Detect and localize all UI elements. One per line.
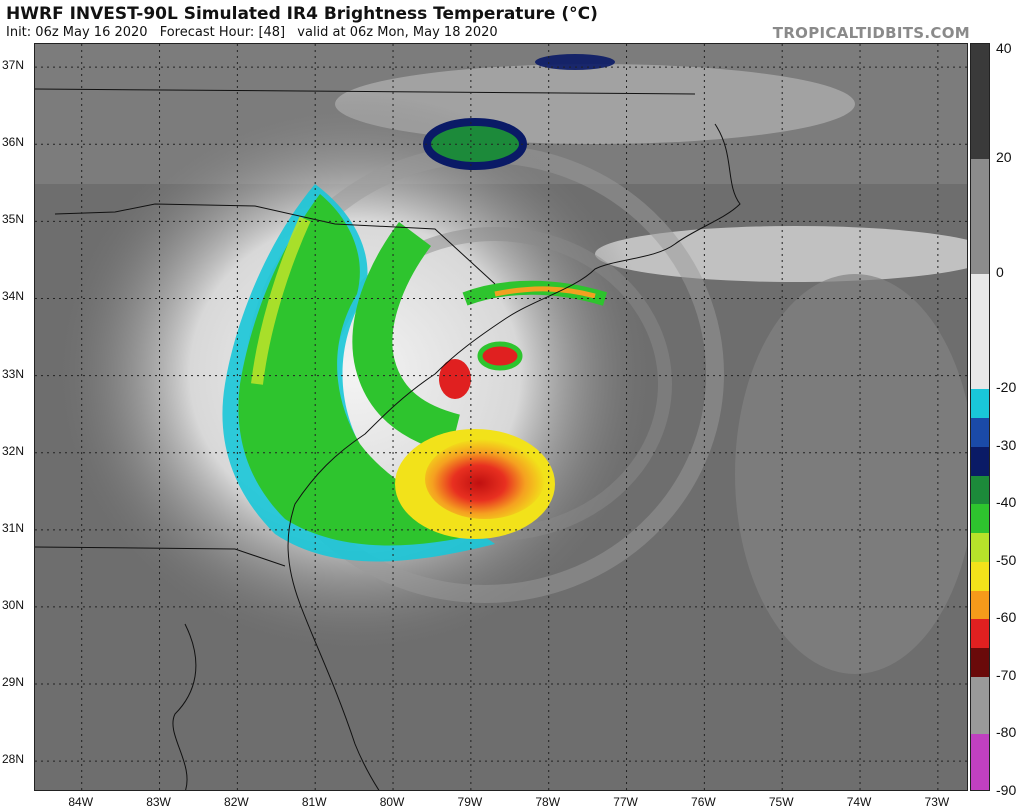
colorbar-segment xyxy=(971,561,989,591)
forecast-hour: Forecast Hour: [48] xyxy=(159,25,286,40)
colorbar-segment xyxy=(971,676,989,735)
inner-rain-band xyxy=(352,222,461,454)
core-cell-north xyxy=(439,359,471,399)
latitude-label: 34N xyxy=(2,289,25,304)
satellite-map xyxy=(34,43,968,791)
colorbar-label: -70 xyxy=(996,666,1017,683)
colorbar-segment xyxy=(971,734,989,790)
longitude-label: 80W xyxy=(379,795,405,809)
latitude-label: 29N xyxy=(2,675,25,690)
chart-title: HWRF INVEST-90L Simulated IR4 Brightness… xyxy=(6,4,598,24)
colorbar-label: -80 xyxy=(996,724,1017,741)
borders xyxy=(35,88,741,790)
longitude-label: 77W xyxy=(613,795,638,809)
colorbar-label: -50 xyxy=(996,551,1017,568)
colorbar-segment xyxy=(971,504,989,534)
colorbar xyxy=(970,43,990,791)
longitude-label: 76W xyxy=(691,795,716,809)
latitude-label: 31N xyxy=(2,520,25,535)
colorbar-label: -60 xyxy=(996,609,1017,626)
cloud-shield xyxy=(55,94,655,654)
site-brand: TROPICALTIDBITS.COM xyxy=(772,24,970,42)
latitude-label: 28N xyxy=(2,752,25,767)
colorbar-label: -20 xyxy=(996,379,1017,396)
colorbar-segment xyxy=(971,590,989,620)
longitude-label: 75W xyxy=(768,795,794,809)
colorbar-segment xyxy=(971,648,989,677)
map-graphic xyxy=(35,44,967,790)
colorbar-segment xyxy=(971,389,989,418)
colorbar-segment xyxy=(971,44,989,160)
core-cell-northeast xyxy=(477,341,523,371)
longitude-label: 79W xyxy=(457,795,483,809)
convective-core xyxy=(425,439,545,519)
run-info: Init: 06z May 16 2020 Forecast Hour: [48… xyxy=(6,25,506,40)
longitude-label: 82W xyxy=(224,795,249,809)
longitude-label: 81W xyxy=(301,795,327,809)
colorbar-label: 40 xyxy=(996,40,1012,56)
colorbar-label: -40 xyxy=(996,494,1017,511)
colorbar-label: 20 xyxy=(996,149,1012,166)
colorbar-segment xyxy=(971,475,989,505)
longitude-label: 84W xyxy=(68,795,94,809)
latitude-label: 30N xyxy=(2,597,25,612)
init-time: Init: 06z May 16 2020 xyxy=(6,25,148,40)
colorbar-segment xyxy=(971,619,989,649)
colorbar-label: -90 xyxy=(996,782,1017,798)
latitude-label: 37N xyxy=(2,58,25,73)
longitude-label: 74W xyxy=(846,795,872,809)
colorbar-segment xyxy=(971,159,989,275)
latitude-label: 36N xyxy=(2,135,25,150)
longitude-label: 83W xyxy=(146,795,171,809)
colorbar-segment xyxy=(971,274,989,390)
lat-lon-grid xyxy=(35,44,967,790)
latitude-label: 32N xyxy=(2,443,25,458)
valid-time: valid at 06z Mon, May 18 2020 xyxy=(297,25,498,40)
latitude-label: 33N xyxy=(2,366,25,381)
colorbar-segment xyxy=(971,446,989,476)
colorbar-label: 0 xyxy=(996,264,1004,281)
cold-top-band xyxy=(238,194,480,546)
longitude-label: 73W xyxy=(924,795,950,809)
colorbar-segment xyxy=(971,418,989,447)
longitude-label: 78W xyxy=(535,795,561,809)
latitude-label: 35N xyxy=(2,212,25,227)
colorbar-segment xyxy=(971,533,989,562)
colorbar-label: -30 xyxy=(996,436,1017,453)
